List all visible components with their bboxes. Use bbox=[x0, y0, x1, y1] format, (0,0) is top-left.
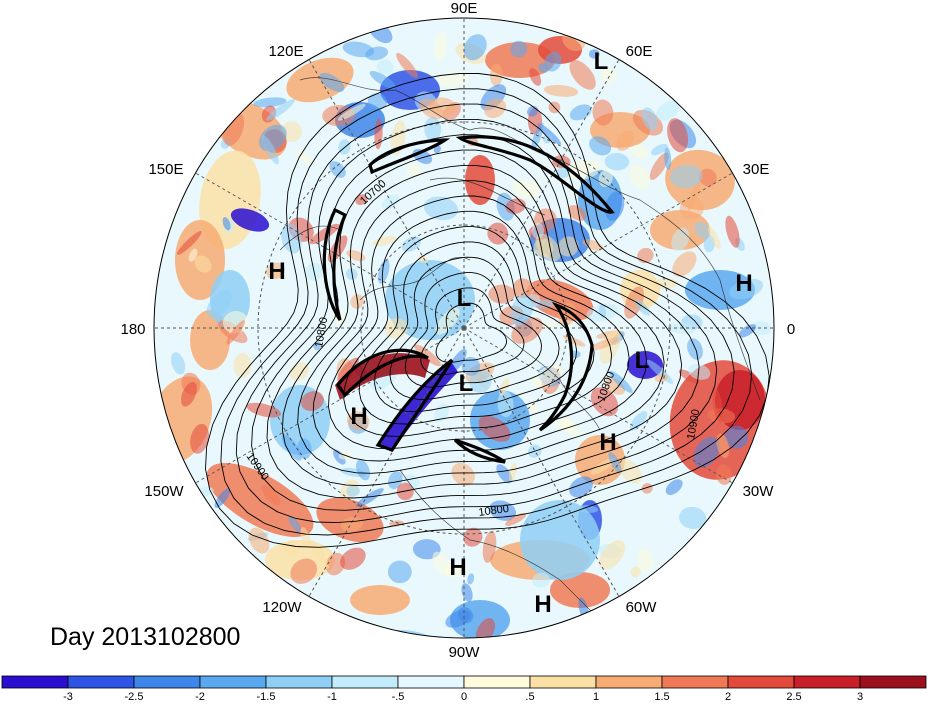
lon-label-180: 180 bbox=[120, 321, 145, 338]
colorbar-tick-label: 0 bbox=[461, 691, 467, 702]
colorbar-swatch bbox=[331, 675, 399, 689]
colorbar-swatch bbox=[463, 675, 531, 689]
high-center-marker: H bbox=[735, 270, 752, 297]
lon-label-0: 0 bbox=[787, 321, 795, 338]
lon-label-150w: 150W bbox=[144, 483, 184, 500]
colorbar-tick-label: 2.5 bbox=[786, 691, 801, 702]
colorbar-tick-label: 3 bbox=[857, 691, 863, 702]
colorbar-tick-label: -2 bbox=[195, 691, 205, 702]
colorbar-swatch bbox=[133, 675, 201, 689]
longitude-labels: 90E 60E 30E 0 30W 60W 90W 120W 150W 180 … bbox=[120, 0, 795, 661]
colorbar: -3 -2.5 -2 -1.5 -1 -.5 0 .5 1 1.5 2 2.5 3 bbox=[1, 675, 927, 703]
high-center-marker: H bbox=[350, 403, 367, 430]
colorbar-swatch bbox=[199, 675, 267, 689]
colorbar-swatch bbox=[595, 675, 663, 689]
colorbar-swatch bbox=[793, 675, 861, 689]
lon-label-150e: 150E bbox=[148, 161, 183, 178]
contour-label-10800-c: 10800 bbox=[478, 503, 510, 519]
colorbar-tick-label: 1.5 bbox=[654, 691, 669, 702]
colorbar-swatch bbox=[67, 675, 135, 689]
jet-contours bbox=[322, 135, 615, 464]
map-border bbox=[153, 17, 775, 639]
colorbar-swatch bbox=[1, 675, 69, 689]
colorbar-swatch bbox=[265, 675, 333, 689]
colorbar-swatch bbox=[661, 675, 729, 689]
high-center-marker: H bbox=[534, 591, 551, 618]
low-center-marker: L bbox=[594, 48, 609, 75]
colorbar-swatch bbox=[529, 675, 597, 689]
lon-label-60w: 60W bbox=[626, 599, 658, 616]
contour-label-10800-a: 10800 bbox=[313, 316, 330, 348]
lon-label-120e: 120E bbox=[268, 43, 303, 60]
polar-map bbox=[153, 17, 775, 639]
low-center-marker: L bbox=[459, 370, 474, 397]
colorbar-tick-label: -1.5 bbox=[257, 691, 276, 702]
high-center-marker: H bbox=[599, 429, 616, 456]
high-center-marker: H bbox=[449, 554, 466, 581]
colorbar-tick-label: 1 bbox=[593, 691, 599, 702]
pressure-centers: L H L H H H L L H H bbox=[268, 48, 752, 618]
lon-label-30e: 30E bbox=[743, 161, 770, 178]
lon-label-60e: 60E bbox=[626, 43, 653, 60]
colorbar-tick-label: -3 bbox=[63, 691, 73, 702]
contour-label-10900-b: 10900 bbox=[685, 408, 702, 440]
colorbar-tick-label: -2.5 bbox=[125, 691, 144, 702]
lon-label-90e: 90E bbox=[451, 0, 478, 17]
colorbar-swatch bbox=[397, 675, 465, 689]
low-center-marker: L bbox=[457, 285, 472, 312]
colorbar-swatch bbox=[859, 675, 927, 689]
colorbar-tick-label: .5 bbox=[525, 691, 534, 702]
colorbar-tick-label: -1 bbox=[327, 691, 337, 702]
colorbar-tick-label: 2 bbox=[725, 691, 731, 702]
map-title: Day 2013102800 bbox=[50, 623, 240, 651]
low-center-marker: L bbox=[635, 347, 650, 374]
height-contours bbox=[205, 73, 770, 548]
lon-label-90w: 90W bbox=[449, 644, 481, 661]
lon-label-120w: 120W bbox=[262, 599, 302, 616]
colorbar-tick-label: -.5 bbox=[392, 691, 405, 702]
high-center-marker: H bbox=[268, 258, 285, 285]
colorbar-swatch bbox=[727, 675, 795, 689]
lon-label-30w: 30W bbox=[743, 483, 775, 500]
